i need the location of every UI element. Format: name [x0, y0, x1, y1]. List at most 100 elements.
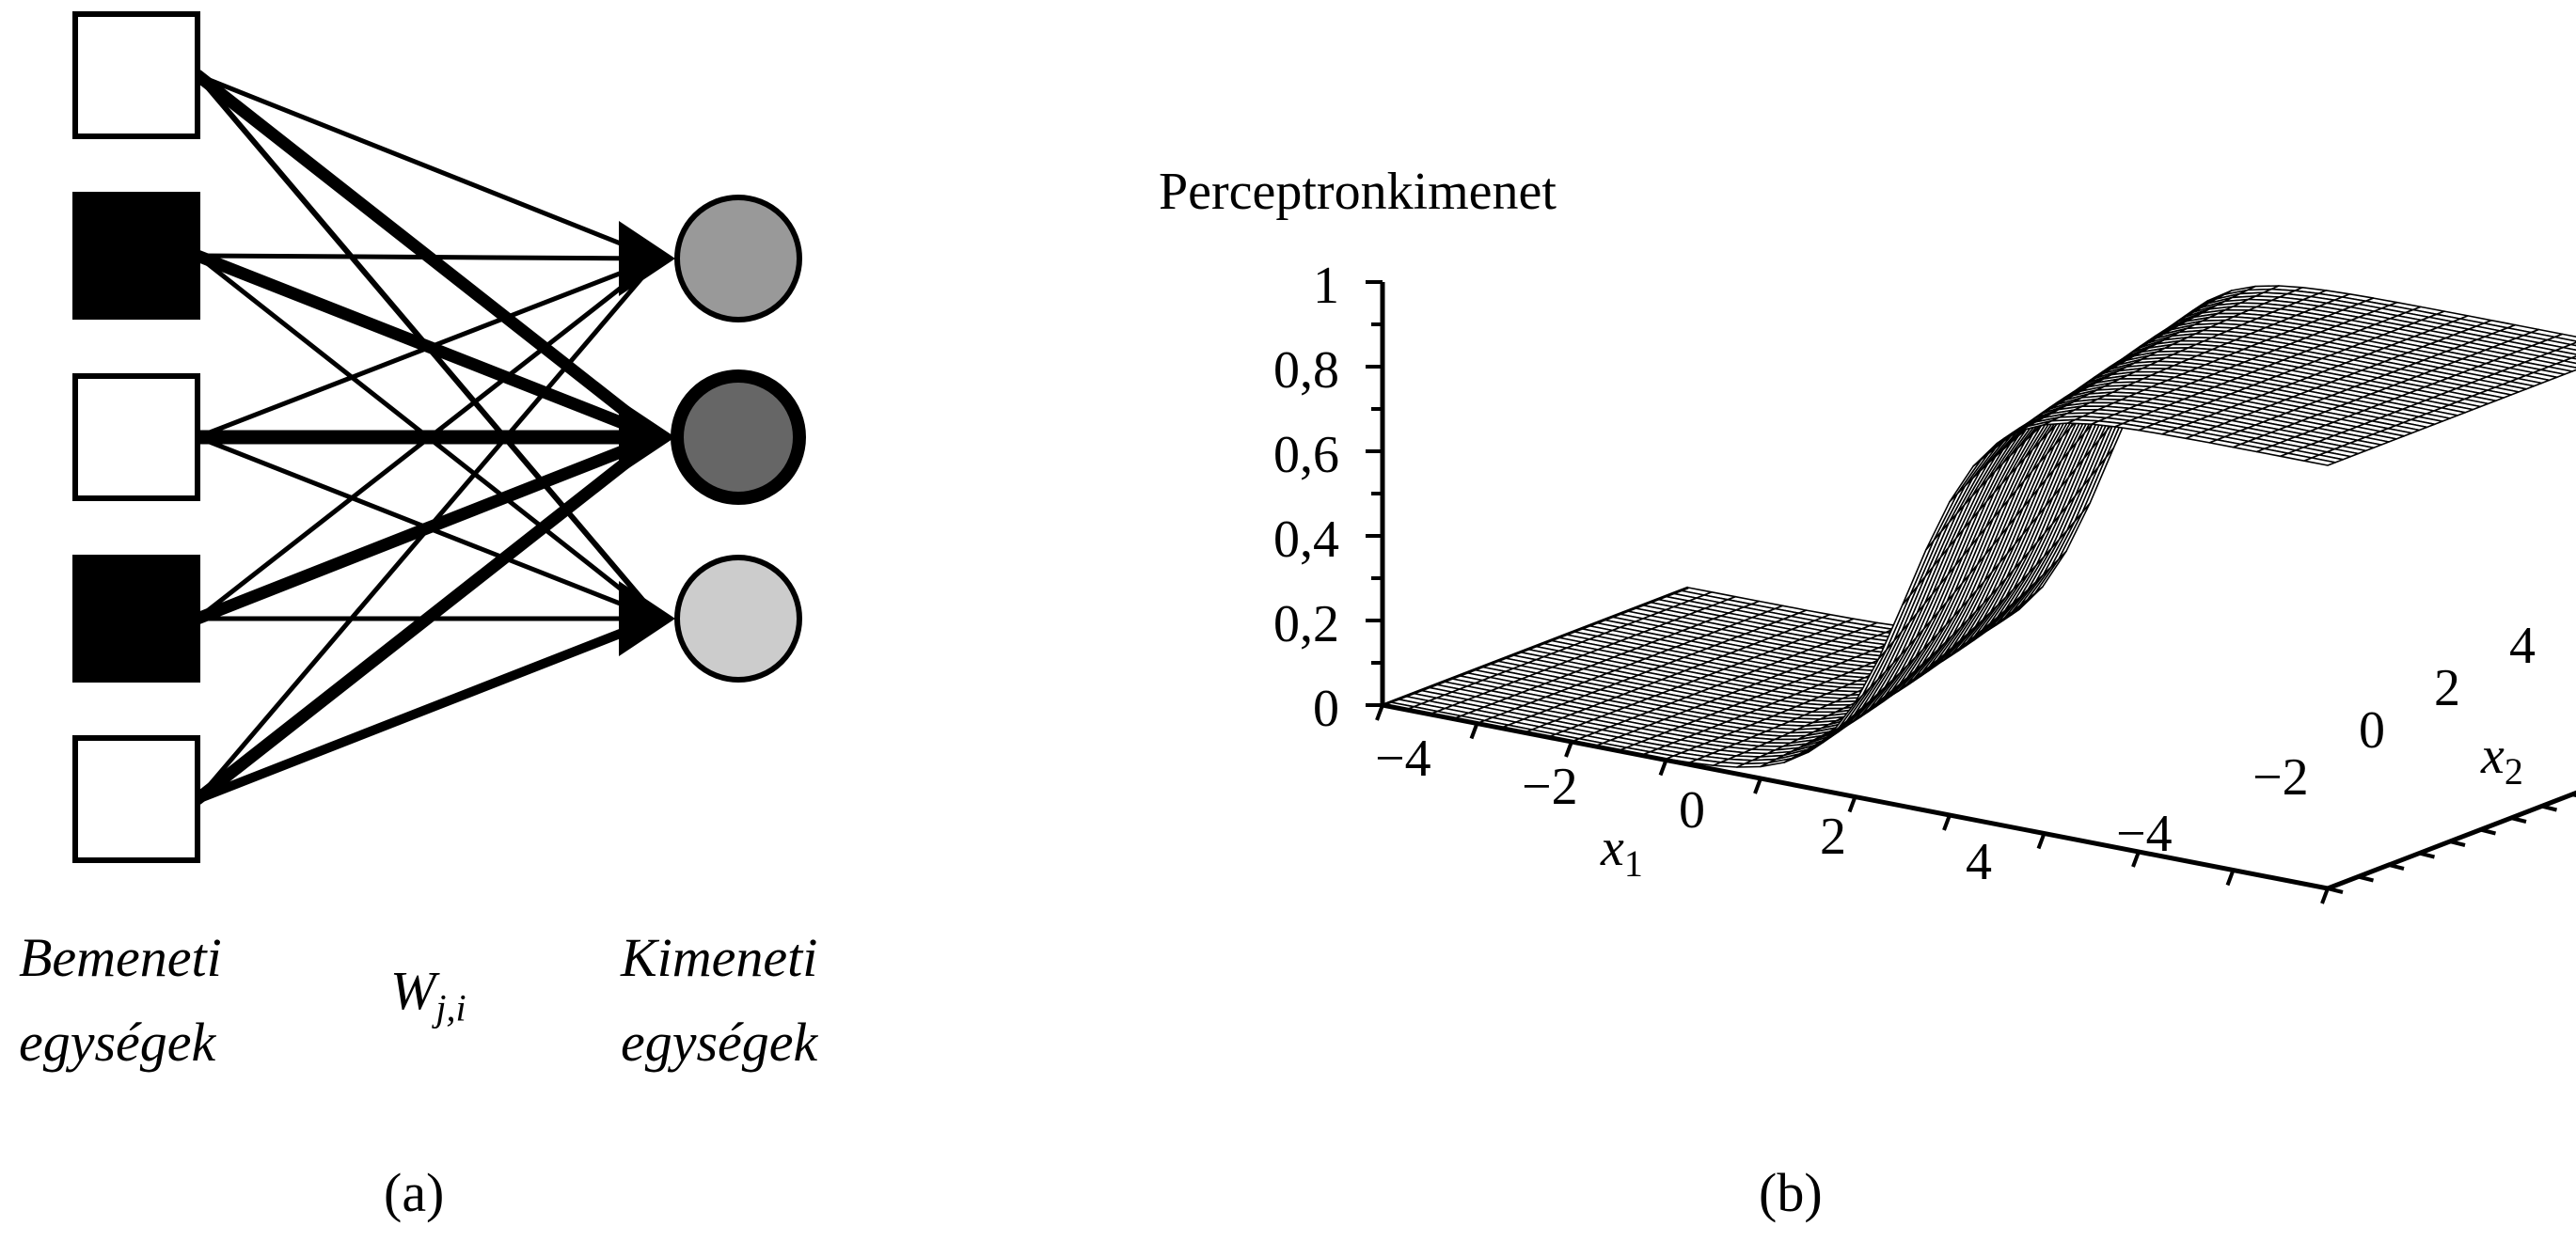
x1-axis-tick	[1472, 724, 1478, 739]
surface-cell	[1775, 605, 1806, 613]
surface-cell	[1734, 715, 1765, 722]
surface-cell	[1882, 680, 1913, 690]
surface-cell	[2037, 478, 2068, 542]
surface-cell	[2406, 323, 2437, 331]
surface-cell	[2158, 369, 2189, 374]
surface-cell	[1437, 709, 1468, 716]
surface-cell	[1928, 649, 1959, 670]
surface-cell	[1983, 569, 2014, 620]
surface-cell	[2266, 324, 2297, 331]
surface-cell	[1950, 635, 1981, 648]
surface-cell	[1807, 731, 1838, 744]
surface-cell	[2375, 322, 2406, 329]
surface-cell	[2369, 365, 2400, 372]
surface-cell	[2395, 409, 2426, 416]
surface-cell	[1575, 669, 1606, 677]
surface-cell	[1774, 725, 1805, 730]
surface-cell	[2422, 331, 2453, 338]
surface-cell	[2110, 359, 2141, 369]
surface-cell	[1911, 657, 1942, 667]
surface-cell	[1761, 625, 1792, 633]
surface-cell	[2095, 367, 2126, 378]
surface-cell	[1570, 699, 1601, 706]
surface-cell	[1767, 747, 1798, 753]
surface-cell	[2193, 302, 2224, 313]
surface-cell	[1976, 554, 2007, 611]
surface-cell	[1523, 689, 1554, 697]
surface-cell	[1559, 662, 1590, 669]
surface-cell	[2460, 316, 2491, 323]
surface-cell	[1844, 707, 1875, 724]
surface-cell	[1414, 704, 1445, 712]
surface-cell	[2298, 338, 2329, 346]
surface-cell	[2229, 365, 2260, 371]
surface-cell	[2438, 324, 2469, 332]
surface-cell	[2045, 468, 2076, 533]
surface-cell	[2265, 312, 2296, 319]
surface-cell	[1545, 681, 1576, 688]
surface-cell	[1668, 660, 1699, 668]
surface-cell	[2076, 431, 2107, 495]
surface-cell	[1854, 687, 1885, 721]
surface-cell	[2360, 327, 2391, 335]
x1-tick-label: 4	[1966, 832, 1992, 892]
surface-cell	[1834, 676, 1865, 682]
surface-cell	[2057, 383, 2088, 404]
surface-cell	[1521, 663, 1552, 670]
surface-cell	[1623, 691, 1654, 699]
surface-cell	[1436, 682, 1467, 689]
surface-cell	[2469, 326, 2500, 334]
surface-cell	[2077, 388, 2108, 442]
surface-cell	[1973, 438, 2004, 466]
surface-cell	[2041, 393, 2072, 426]
surface-cell	[1941, 636, 1972, 643]
surface-cell	[2555, 334, 2576, 341]
surface-cell	[2479, 377, 2510, 385]
surface-cell	[2393, 369, 2424, 377]
surface-cell	[1786, 669, 1817, 676]
surface-cell	[1725, 693, 1756, 700]
surface-cell	[2470, 353, 2501, 361]
surface-cell	[1763, 678, 1794, 684]
surface-cell	[1824, 641, 1855, 648]
surface-cell	[1849, 669, 1880, 674]
surface-cell	[1642, 739, 1673, 746]
surface-cell	[2422, 317, 2453, 324]
surface-cell	[1962, 545, 1993, 607]
surface-cell	[2334, 297, 2365, 304]
surface-cell	[1835, 698, 1866, 702]
surface-cell	[2025, 413, 2056, 459]
surface-cell	[1582, 639, 1613, 647]
surface-cell	[2040, 400, 2071, 442]
surface-cell	[2356, 411, 2387, 418]
surface-cell	[2099, 417, 2130, 423]
surface-cell	[2373, 432, 2404, 439]
surface-cell	[1903, 647, 1934, 651]
surface-cell	[1578, 722, 1609, 730]
surface-cell	[1927, 651, 1958, 666]
surface-cell	[1919, 653, 1950, 663]
surface-cell	[1451, 676, 1482, 683]
surface-cell	[2132, 334, 2163, 352]
surface-cell	[1815, 618, 1846, 625]
surface-cell	[1760, 752, 1791, 758]
surface-cell	[1864, 663, 1895, 668]
output-units	[677, 197, 799, 680]
surface-cell	[2248, 286, 2279, 291]
surface-cell	[2111, 369, 2142, 375]
surface-cell	[2170, 416, 2201, 423]
surface-cell	[2204, 338, 2235, 343]
surface-cell	[2193, 432, 2224, 440]
surface-cell	[1594, 716, 1625, 724]
surface-cell	[1568, 658, 1599, 666]
surface-cell	[2015, 454, 2047, 517]
surface-cell	[2157, 348, 2189, 352]
surface-cell	[2184, 396, 2215, 402]
surface-cell	[1469, 710, 1500, 717]
surface-cell	[2346, 360, 2377, 368]
surface-cell	[1661, 664, 1692, 671]
surface-cell	[2100, 356, 2131, 396]
surface-cell	[1453, 716, 1484, 724]
surface-cell	[1873, 678, 1904, 684]
surface-cell	[1821, 713, 1852, 719]
